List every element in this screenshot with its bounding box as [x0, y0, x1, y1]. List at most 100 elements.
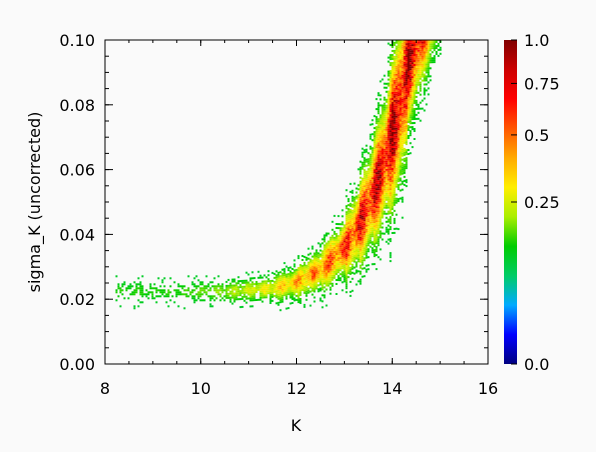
heatmap-cell — [201, 287, 204, 290]
heatmap-cell — [395, 109, 398, 112]
heatmap-cell — [417, 69, 420, 72]
heatmap-cell — [363, 217, 366, 220]
heatmap-cell — [319, 249, 322, 252]
heatmap-cell — [393, 101, 396, 104]
heatmap-cell — [133, 293, 136, 296]
heatmap-cell — [375, 180, 378, 183]
heatmap-cell — [303, 283, 306, 286]
heatmap-cell — [125, 289, 128, 292]
heatmap-cell — [415, 67, 418, 70]
heatmap-cell — [411, 56, 414, 59]
heatmap-cell — [389, 144, 392, 147]
heatmap-cell — [327, 276, 330, 279]
heatmap-cell — [337, 235, 340, 238]
heatmap-cell — [391, 182, 394, 184]
heatmap-cell — [151, 297, 154, 300]
heatmap-cell — [397, 124, 400, 127]
heatmap-cell — [363, 169, 366, 172]
heatmap-cell — [365, 196, 368, 199]
heatmap-cell — [393, 139, 396, 142]
heatmap-cell — [403, 73, 406, 76]
heatmap-cell — [305, 274, 308, 277]
heatmap-cell — [389, 100, 392, 103]
heatmap-cell — [265, 276, 268, 279]
heatmap-cell — [393, 55, 396, 58]
heatmap-cell — [415, 53, 418, 56]
heatmap-cell — [403, 151, 406, 154]
heatmap-cell — [359, 208, 362, 211]
heatmap-cell — [415, 69, 418, 72]
heatmap-cell — [429, 67, 432, 70]
heatmap-cell — [399, 171, 402, 174]
heatmap-cell — [353, 256, 356, 259]
heatmap-cell — [355, 249, 358, 252]
heatmap-cell — [289, 282, 292, 285]
heatmap-cell — [353, 214, 356, 217]
heatmap-cell — [343, 276, 346, 279]
heatmap-cell — [369, 155, 372, 158]
heatmap-cell — [273, 284, 276, 287]
heatmap-cell — [413, 82, 416, 84]
heatmap-cell — [155, 289, 158, 292]
heatmap-cell — [413, 48, 416, 50]
heatmap-cell — [289, 294, 292, 297]
heatmap-cell — [411, 82, 414, 85]
heatmap-cell — [241, 305, 244, 308]
heatmap-cell — [397, 90, 400, 93]
heatmap-cell — [313, 254, 316, 257]
heatmap-cell — [415, 107, 418, 110]
heatmap-cell — [309, 304, 312, 307]
heatmap-cell — [375, 186, 378, 189]
heatmap-cell — [183, 285, 186, 288]
heatmap-cell — [159, 295, 162, 298]
heatmap-cell — [401, 40, 404, 43]
heatmap-cell — [219, 285, 222, 288]
heatmap-cell — [373, 167, 376, 170]
heatmap-cell — [369, 175, 372, 178]
heatmap-cell — [359, 214, 362, 217]
heatmap-cell — [423, 43, 426, 46]
heatmap-cell — [429, 47, 432, 50]
heatmap-cell — [281, 286, 284, 289]
heatmap-cell — [279, 285, 282, 288]
heatmap-cell — [141, 285, 144, 288]
heatmap-cell — [427, 59, 430, 62]
heatmap-cell — [359, 272, 362, 275]
heatmap-cell — [265, 280, 268, 283]
heatmap-cell — [329, 256, 332, 259]
heatmap-cell — [355, 195, 358, 198]
heatmap-cell — [373, 171, 376, 174]
heatmap-cell — [139, 301, 142, 304]
heatmap-cell — [243, 287, 246, 290]
heatmap-cell — [315, 255, 318, 258]
heatmap-cell — [415, 61, 418, 64]
heatmap-cell — [415, 91, 418, 94]
heatmap-cell — [393, 107, 396, 110]
heatmap-cell — [301, 267, 304, 269]
heatmap-cell — [389, 252, 392, 255]
heatmap-cell — [345, 281, 348, 284]
heatmap-cell — [401, 88, 404, 91]
heatmap-cell — [337, 261, 340, 264]
heatmap-cell — [425, 67, 428, 70]
heatmap-cell — [237, 298, 240, 301]
heatmap-cell — [271, 299, 274, 302]
heatmap-cell — [419, 55, 422, 58]
heatmap-cell — [261, 292, 264, 295]
heatmap-cell — [201, 293, 204, 296]
heatmap-cell — [385, 198, 388, 201]
heatmap-cell — [269, 300, 272, 302]
heatmap-cell — [395, 149, 398, 152]
heatmap-cell — [351, 217, 354, 220]
heatmap-cell — [399, 91, 402, 94]
heatmap-cell — [391, 80, 394, 82]
heatmap-cell — [347, 216, 350, 219]
heatmap-cell — [371, 225, 374, 228]
heatmap-cell — [395, 115, 398, 118]
heatmap-cell — [367, 264, 370, 267]
heatmap-cell — [287, 291, 290, 294]
heatmap-cell — [343, 228, 346, 231]
heatmap-cell — [363, 237, 366, 240]
heatmap-cell — [377, 150, 380, 153]
heatmap-cell — [351, 213, 354, 216]
